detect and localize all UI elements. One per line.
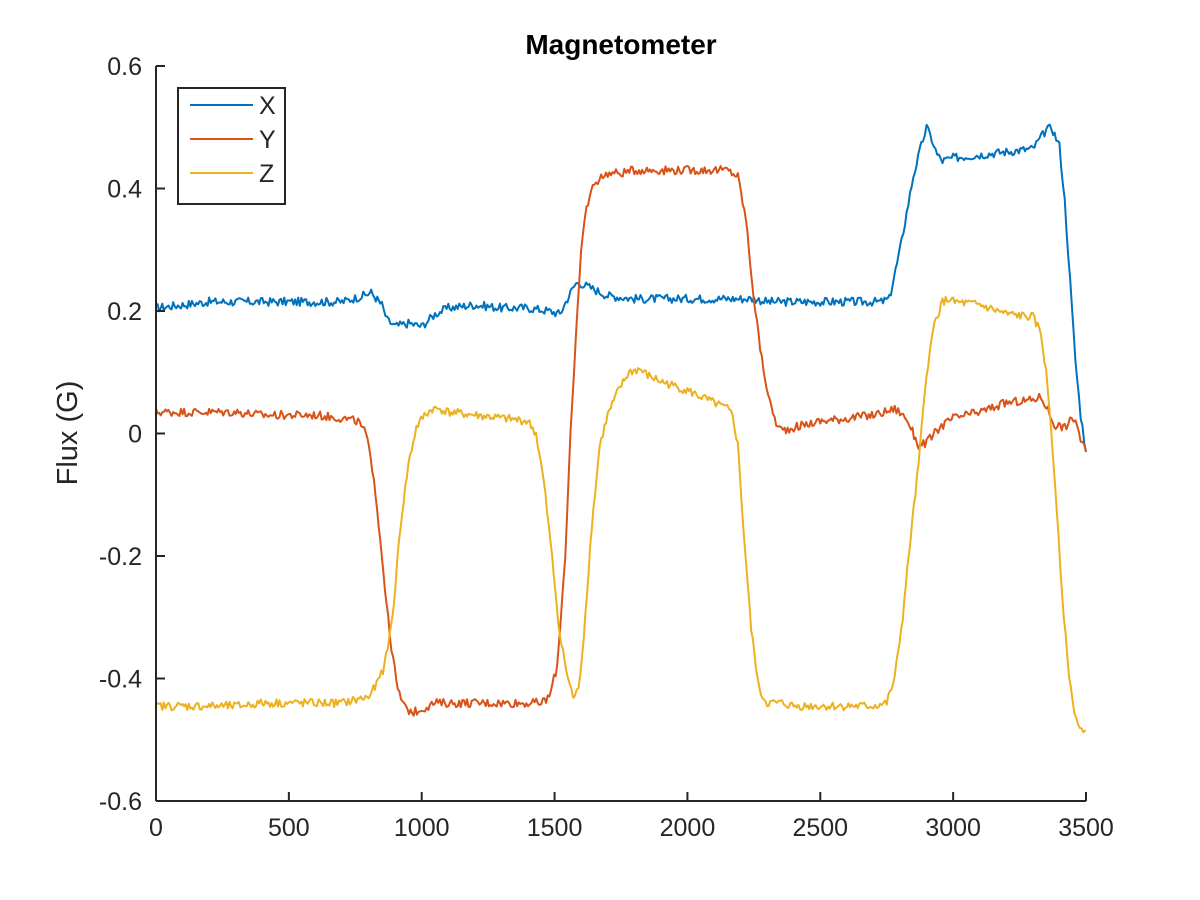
y-tick-label: -0.4 <box>99 666 142 694</box>
ticks-layer: 0 500 1000 1500 2000 2500 3000 3500 -0.6 -0.4 -0.2… <box>99 53 1114 842</box>
chart-title: Magnetometer <box>525 29 716 60</box>
y-tick-label: 0.6 <box>107 53 142 81</box>
legend-label-y: Y <box>259 126 276 154</box>
x-tick-label: 0 <box>149 814 163 842</box>
y-tick-label: 0 <box>128 421 142 449</box>
x-tick-label: 3000 <box>925 814 981 842</box>
y-axis-label: Flux (G) <box>52 381 84 486</box>
y-tick-label: 0.2 <box>107 298 142 326</box>
y-tick-label: 0.4 <box>107 176 142 204</box>
y-tick-label: -0.6 <box>99 788 142 816</box>
series-line-y <box>155 164 1087 717</box>
series-line-x <box>155 123 1087 453</box>
x-tick-label: 2000 <box>660 814 716 842</box>
legend-label-x: X <box>259 92 276 120</box>
x-tick-label: 1500 <box>527 814 583 842</box>
x-tick-label: 2500 <box>792 814 848 842</box>
legend-box <box>177 87 286 205</box>
x-tick-label: 3500 <box>1058 814 1114 842</box>
series-line-z <box>155 295 1087 734</box>
legend-label-z: Z <box>259 160 274 188</box>
x-tick-label: 1000 <box>394 814 450 842</box>
y-tick-label: -0.2 <box>99 543 142 571</box>
legend: XYZ <box>177 87 286 205</box>
x-tick-label: 500 <box>268 814 310 842</box>
series-layer <box>155 123 1087 734</box>
